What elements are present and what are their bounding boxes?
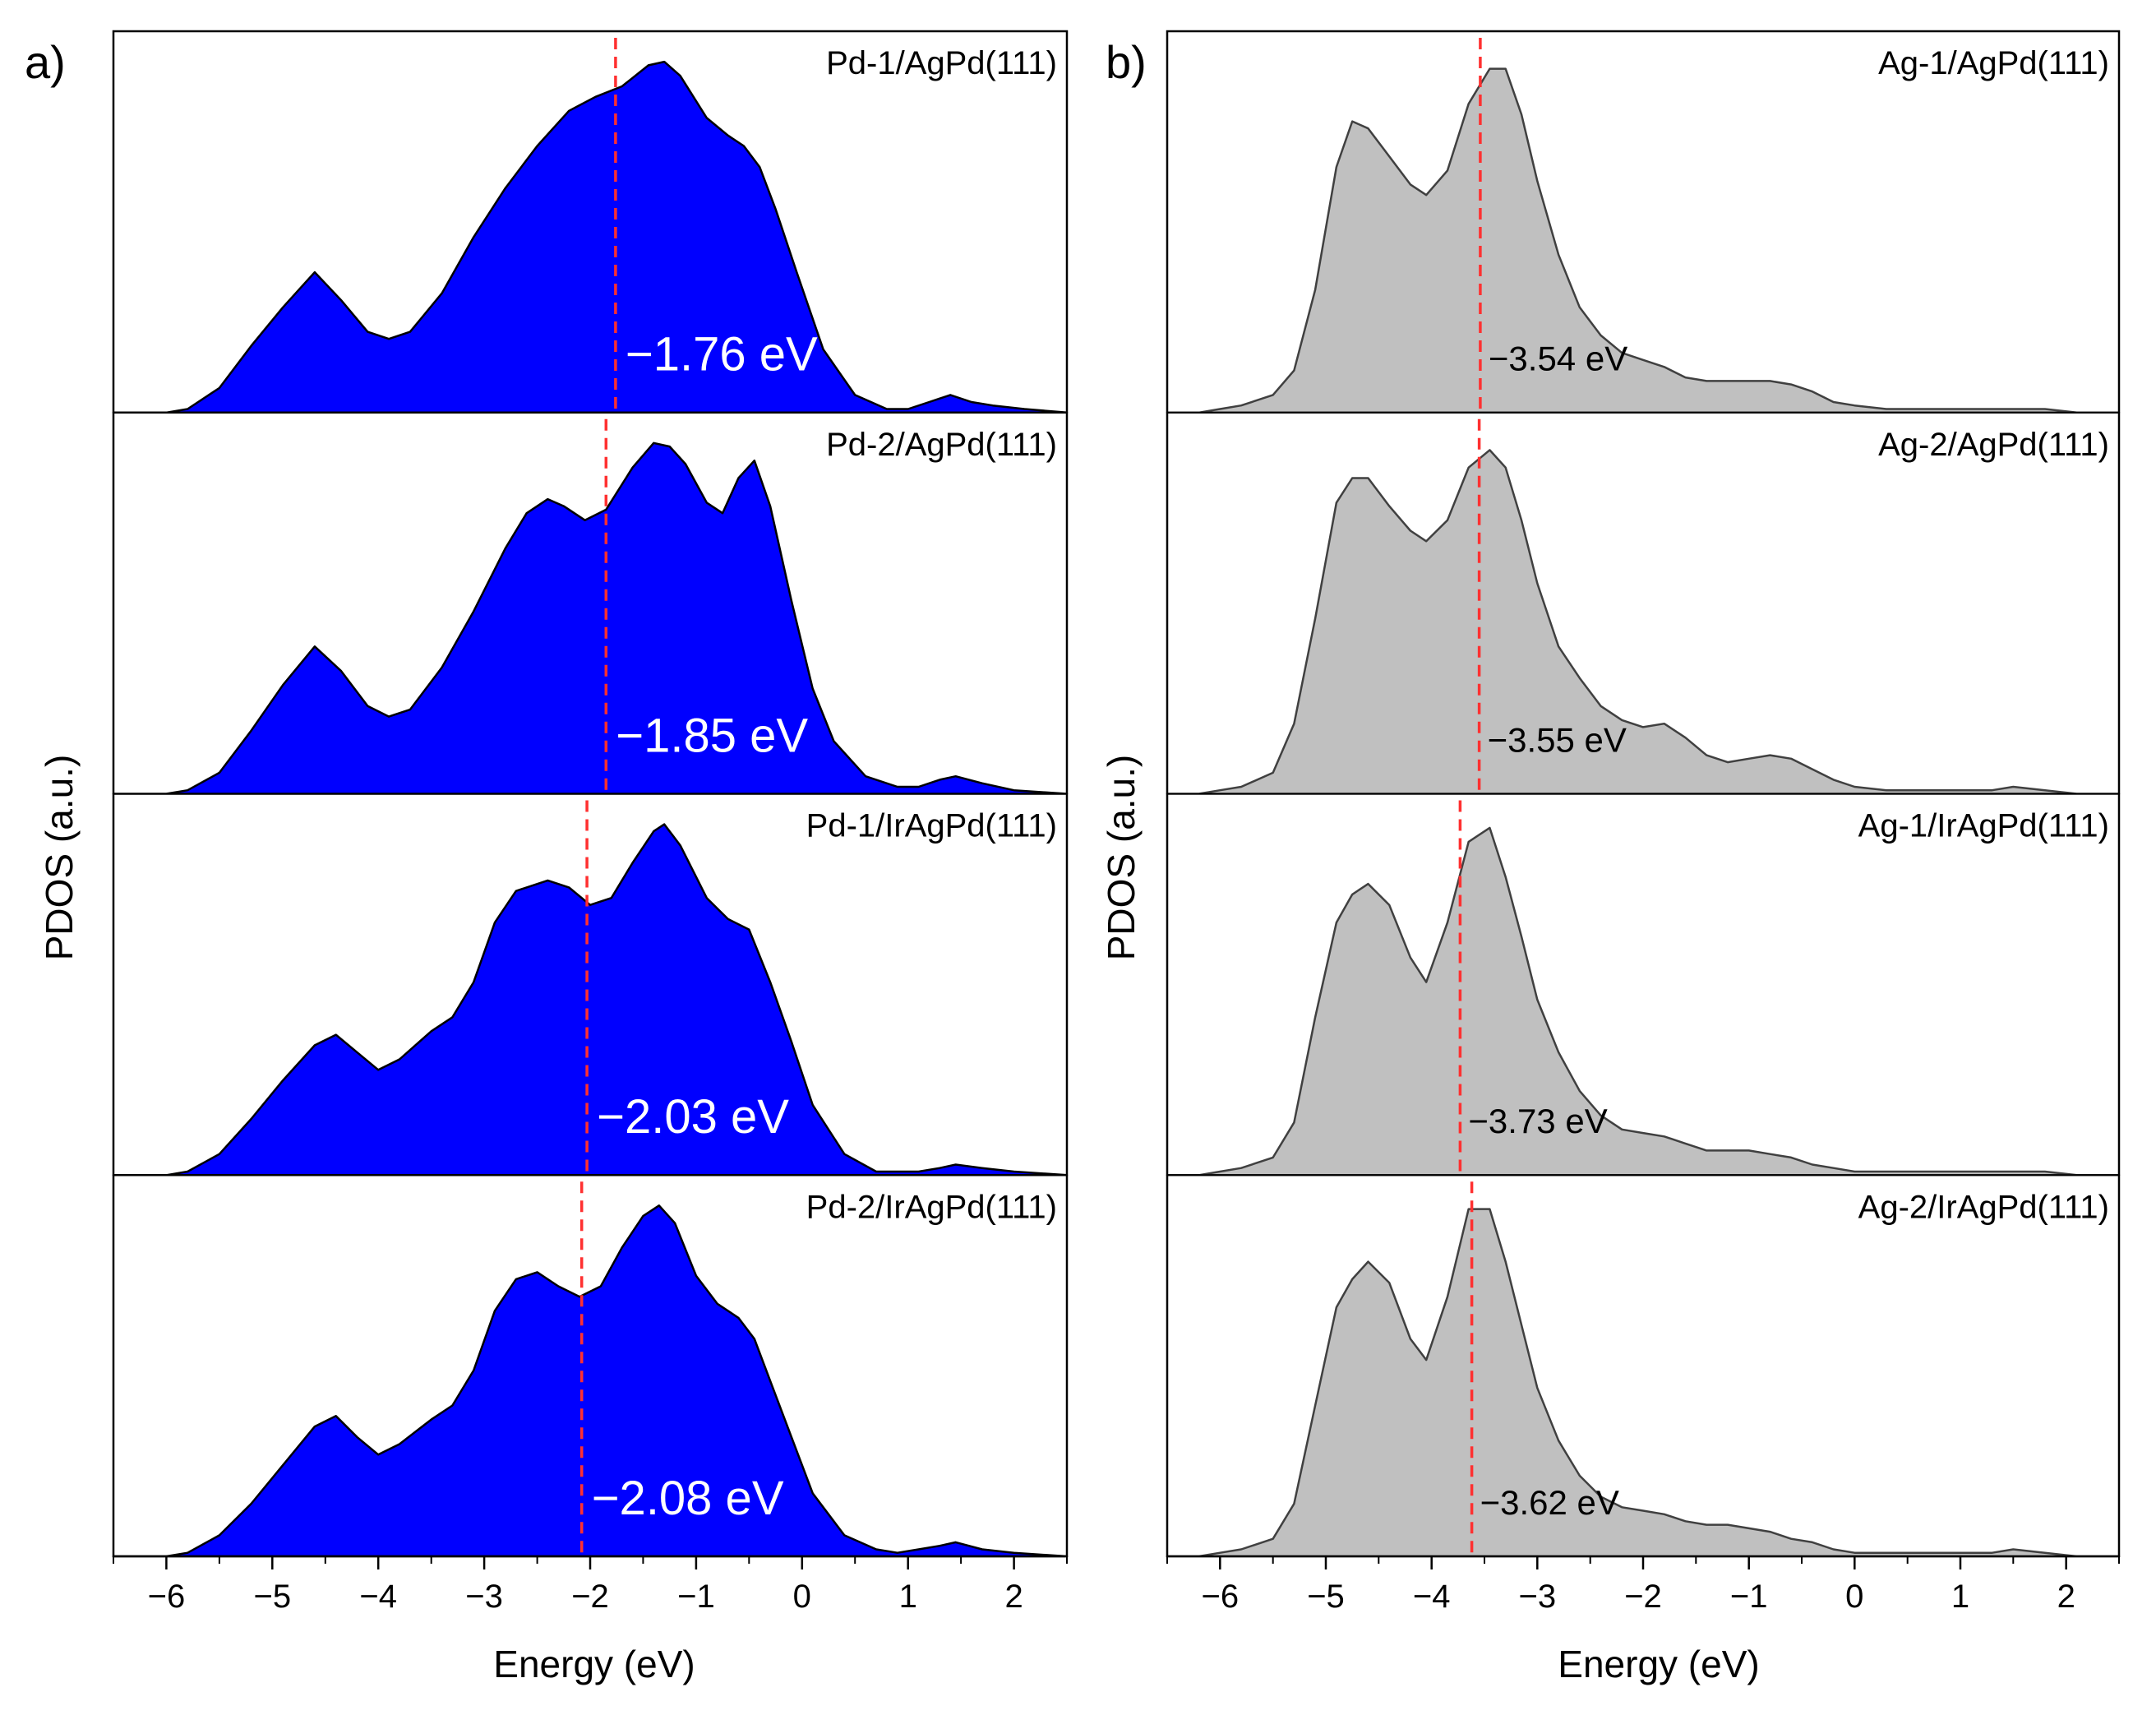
pdos-area-pd-1-agpd-111 (112, 60, 1069, 414)
x-tick-label: −6 (148, 1579, 186, 1615)
series-label: Ag-2/AgPd(111) (1878, 427, 2109, 463)
panel-b-xlabel: Energy (eV) (1558, 1643, 1759, 1685)
x-tick-label: 0 (1845, 1579, 1863, 1615)
pdos-area-pd-1-iragpd-111 (112, 823, 1069, 1176)
series-label: Ag-2/IrAgPd(111) (1858, 1189, 2109, 1225)
d-band-center-annotation: −2.03 eV (597, 1090, 789, 1144)
x-tick-label: −3 (1518, 1579, 1556, 1615)
panel-b-plot: Ag-1/AgPd(111) −3.54 eV Ag-2/AgPd(111) −3.5… (1166, 30, 2121, 1615)
series-label: Pd-1/IrAgPd(111) (806, 808, 1057, 844)
d-band-center-annotation: −3.54 eV (1489, 340, 1627, 378)
series-label: Pd-1/AgPd(111) (826, 45, 1057, 81)
panel-b: b) Ag-1/AgPd(111) −3.54 eV Ag-2/AgPd(111) −… (1100, 30, 2121, 1685)
x-tick-label: −6 (1201, 1579, 1239, 1615)
pdos-area-ag-2-agpd-111 (1166, 449, 2121, 795)
x-tick-label: 0 (793, 1579, 811, 1615)
d-band-center-annotation: −3.73 eV (1468, 1102, 1607, 1140)
x-tick-label: −4 (1413, 1579, 1451, 1615)
series-label: Ag-1/AgPd(111) (1878, 45, 2109, 81)
x-tick-label: −2 (571, 1579, 609, 1615)
x-tick-label: −3 (465, 1579, 503, 1615)
x-tick-label: −5 (253, 1579, 291, 1615)
series-label: Pd-2/AgPd(111) (826, 427, 1057, 463)
d-band-center-annotation: −3.55 eV (1488, 721, 1627, 760)
series-label: Pd-2/IrAgPd(111) (806, 1189, 1057, 1225)
panel-b-letter: b) (1106, 36, 1147, 88)
series-label: Ag-1/IrAgPd(111) (1858, 808, 2109, 844)
d-band-center-annotation: −1.76 eV (626, 328, 818, 381)
x-tick-label: −1 (1730, 1579, 1768, 1615)
x-tick-label: −1 (677, 1579, 715, 1615)
panel-a: a) Pd-1/AgPd(111) −1.76 eV Pd-2/AgPd(111) −… (25, 30, 1069, 1685)
x-tick-label: −5 (1307, 1579, 1345, 1615)
x-tick-label: 2 (1004, 1579, 1023, 1615)
pdos-area-ag-1-agpd-111 (1166, 67, 2121, 414)
d-band-center-annotation: −1.85 eV (616, 710, 808, 763)
x-tick-label: 1 (1951, 1579, 1969, 1615)
pdos-area-ag-2-iragpd-111 (1166, 1208, 2121, 1558)
pdos-area-pd-2-iragpd-111 (112, 1204, 1069, 1558)
d-band-center-annotation: −3.62 eV (1480, 1483, 1619, 1522)
x-tick-label: 2 (2057, 1579, 2075, 1615)
d-band-center-annotation: −2.08 eV (592, 1472, 784, 1525)
x-tick-label: −4 (359, 1579, 397, 1615)
panel-a-xlabel: Energy (eV) (493, 1643, 695, 1685)
pdos-area-pd-2-agpd-111 (112, 441, 1069, 795)
panel-b-ylabel: PDOS (a.u.) (1100, 755, 1143, 961)
x-tick-label: 1 (899, 1579, 917, 1615)
x-tick-label: −2 (1624, 1579, 1662, 1615)
panel-a-letter: a) (25, 36, 66, 88)
pdos-area-ag-1-iragpd-111 (1166, 826, 2121, 1176)
panel-a-ylabel: PDOS (a.u.) (38, 755, 81, 961)
panel-a-plot: Pd-1/AgPd(111) −1.76 eV Pd-2/AgPd(111) −1.8… (112, 30, 1069, 1615)
